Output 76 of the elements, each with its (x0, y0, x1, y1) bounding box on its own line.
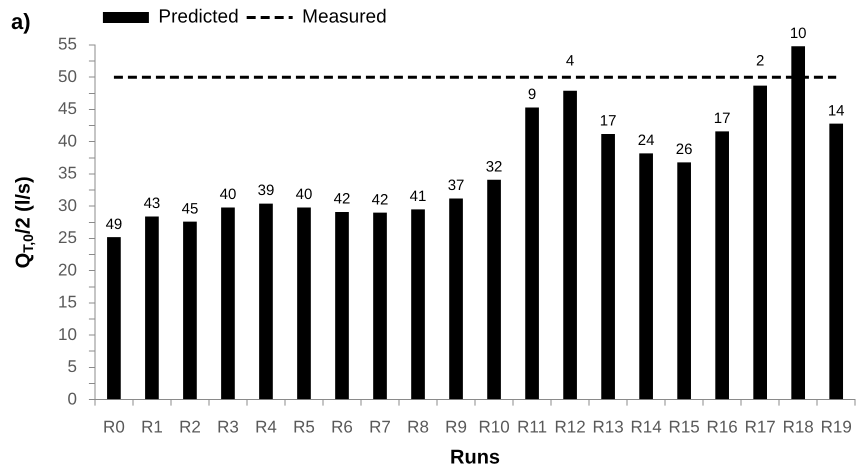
annotation: 43 (144, 195, 160, 212)
x-tick-label: R6 (331, 417, 353, 436)
annotation: 32 (486, 158, 502, 176)
x-tick-label: R7 (369, 417, 391, 436)
bar (715, 131, 729, 400)
chart-title: a) (11, 9, 31, 34)
bar (259, 204, 273, 400)
legend-label: Measured (302, 6, 387, 28)
x-tick-label: R13 (592, 417, 624, 436)
bar (563, 90, 577, 400)
y-tick-label: 10 (58, 324, 77, 344)
annotation: 41 (410, 188, 426, 206)
bar (829, 124, 844, 400)
x-tick-label: R10 (478, 417, 510, 436)
x-tick-label: R2 (179, 417, 201, 436)
x-tick-label: R19 (820, 417, 852, 436)
y-tick-label: 30 (58, 196, 77, 215)
x-tick-label: R9 (445, 417, 467, 436)
x-tick-label: R4 (255, 417, 277, 436)
bar (335, 212, 349, 400)
x-tick-label: R5 (293, 417, 315, 436)
annotation: 37 (448, 177, 464, 194)
x-tick-label: R17 (744, 417, 776, 436)
bar (297, 207, 311, 400)
y-tick-label: 40 (58, 131, 77, 150)
x-tick-label: R0 (103, 417, 125, 436)
x-tick-label: R16 (706, 417, 738, 436)
y-tick-label: 35 (58, 164, 77, 183)
x-tick-label: R14 (630, 417, 662, 436)
y-tick-label: 15 (58, 292, 77, 312)
x-tick-label: R3 (217, 417, 239, 436)
x-axis-title: Runs (450, 446, 500, 469)
legend-label: Predicted (158, 6, 239, 28)
bar (221, 207, 235, 400)
annotation: 42 (372, 191, 388, 208)
bar (411, 209, 425, 400)
annotation: 4 (566, 52, 574, 70)
y-tick-label: 25 (58, 228, 77, 248)
bar (753, 86, 767, 400)
bar (601, 134, 615, 400)
x-tick-label: R12 (554, 417, 586, 436)
annotation: 40 (220, 186, 236, 204)
x-tick-label: R1 (141, 417, 163, 436)
bar (525, 108, 539, 400)
y-tick-label: 0 (67, 389, 77, 408)
x-tick-label: R15 (668, 417, 700, 436)
annotation: 2 (756, 52, 764, 70)
x-tick-label: R8 (407, 417, 429, 436)
annotation: 14 (828, 102, 845, 120)
x-tick-label: R18 (782, 417, 814, 436)
bar (677, 162, 691, 400)
annotation: 17 (714, 110, 730, 128)
y-tick-label: 20 (58, 260, 77, 280)
y-tick-label: 55 (58, 34, 77, 54)
y-tick-label: 50 (58, 66, 77, 86)
y-tick-label: 45 (58, 99, 77, 118)
bar (487, 180, 501, 400)
annotation: 17 (600, 112, 616, 130)
bar (373, 212, 387, 400)
y-tick-label: 5 (67, 357, 77, 376)
annotation: 40 (296, 186, 312, 204)
bar (107, 237, 121, 400)
annotation: 42 (334, 190, 350, 208)
annotation: 26 (676, 140, 692, 158)
annotation: 9 (528, 86, 536, 104)
annotation: 49 (106, 216, 122, 233)
y-axis-title: QT,0/2 (l/s) (12, 176, 36, 268)
annotation: 39 (258, 182, 274, 200)
bar (183, 222, 197, 400)
annotation: 24 (638, 132, 654, 149)
annotation: 10 (790, 24, 807, 42)
bar (145, 216, 159, 400)
annotation: 45 (182, 200, 198, 218)
x-tick-label: R11 (517, 417, 548, 436)
bar (639, 153, 653, 400)
bar (449, 198, 463, 400)
